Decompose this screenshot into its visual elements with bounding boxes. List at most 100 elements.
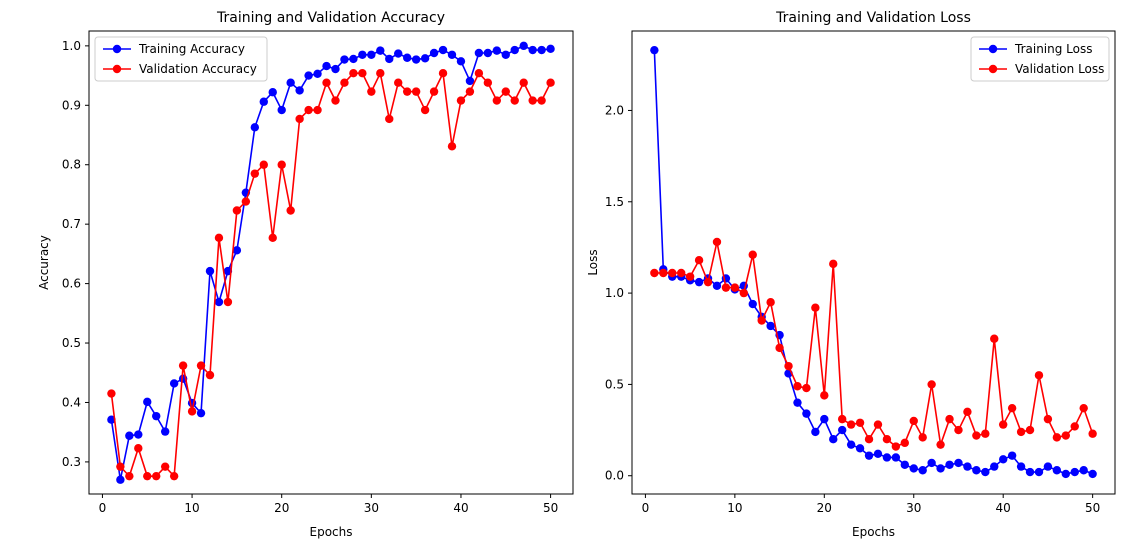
- y-tick-label: 0.5: [605, 377, 624, 391]
- data-point: [855, 418, 865, 427]
- legend-item: Validation Accuracy: [103, 62, 257, 76]
- data-point: [358, 50, 367, 59]
- data-point: [259, 160, 268, 169]
- data-point: [205, 370, 215, 380]
- data-point: [766, 298, 775, 307]
- data-point: [936, 464, 945, 473]
- data-point: [528, 45, 537, 55]
- data-point: [160, 462, 170, 471]
- data-point: [981, 429, 990, 438]
- y-tick-label: 0.3: [62, 455, 81, 469]
- x-tick-label: 10: [184, 501, 199, 515]
- data-point: [304, 71, 313, 80]
- legend-label: Validation Accuracy: [139, 62, 257, 76]
- x-tick-label: 0: [99, 501, 107, 515]
- data-point: [501, 50, 510, 59]
- data-point: [367, 87, 376, 96]
- data-point: [963, 407, 972, 417]
- data-point: [1070, 467, 1079, 477]
- legend-item: Validation Loss: [979, 62, 1104, 76]
- data-point: [954, 458, 963, 468]
- data-point: [694, 277, 704, 287]
- data-point: [668, 268, 677, 278]
- legend: Training Loss Validation Loss: [970, 36, 1110, 82]
- y-tick-label: 0.4: [62, 395, 81, 409]
- data-point: [510, 45, 519, 55]
- data-point: [1007, 451, 1017, 460]
- data-point: [250, 123, 260, 132]
- data-point: [402, 53, 412, 62]
- x-tick-label: 20: [817, 501, 832, 515]
- data-point: [546, 44, 555, 54]
- data-point: [954, 425, 963, 435]
- data-point: [277, 105, 286, 115]
- data-point: [474, 68, 484, 78]
- data-point: [1070, 422, 1079, 431]
- data-point: [998, 420, 1008, 429]
- data-point: [304, 105, 313, 115]
- data-point: [394, 78, 403, 87]
- data-point: [685, 272, 695, 281]
- data-point: [1052, 466, 1062, 475]
- data-point: [990, 462, 999, 471]
- data-point: [169, 379, 179, 388]
- data-point: [694, 256, 704, 265]
- data-point: [659, 268, 668, 278]
- data-point: [909, 416, 918, 426]
- data-point: [855, 444, 865, 453]
- data-point: [972, 431, 981, 440]
- data-point: [900, 438, 910, 448]
- data-point: [187, 407, 197, 416]
- data-point: [945, 414, 954, 424]
- data-point: [286, 78, 295, 87]
- legend-marker: [112, 44, 122, 54]
- data-point: [465, 87, 475, 96]
- data-point: [802, 409, 811, 418]
- data-point: [882, 435, 892, 444]
- data-point: [143, 397, 152, 407]
- data-point: [420, 105, 430, 115]
- x-axis-label: Epochs: [310, 525, 353, 539]
- data-point: [739, 288, 749, 298]
- series-training-loss: [650, 45, 1097, 479]
- data-point: [766, 321, 775, 331]
- data-point: [322, 78, 331, 87]
- data-point: [1016, 462, 1026, 471]
- data-point: [1079, 403, 1088, 413]
- data-point: [1061, 469, 1071, 479]
- data-point: [483, 78, 493, 87]
- data-point: [116, 475, 125, 484]
- data-point: [1016, 427, 1026, 437]
- series-validation-loss: [650, 237, 1097, 451]
- data-point: [730, 283, 740, 292]
- data-point: [829, 259, 838, 269]
- legend-item: Training Accuracy: [103, 42, 245, 56]
- data-point: [945, 460, 954, 469]
- data-point: [882, 453, 892, 462]
- legend-box: [970, 36, 1110, 82]
- data-point: [873, 420, 883, 429]
- data-point: [703, 277, 713, 287]
- legend-box: [94, 36, 268, 82]
- data-point: [196, 408, 206, 418]
- data-point: [483, 48, 493, 58]
- data-point: [268, 88, 277, 97]
- data-point: [116, 462, 125, 471]
- x-tick-label: 10: [727, 501, 742, 515]
- chart-2: Training and Validation Loss 0 10 20 30 40 50 0…: [586, 10, 1116, 539]
- data-point: [1034, 467, 1044, 477]
- data-point: [349, 68, 358, 78]
- data-point: [376, 68, 385, 78]
- data-point: [178, 361, 188, 370]
- data-point: [107, 415, 116, 424]
- data-point: [837, 425, 847, 435]
- data-point: [775, 343, 784, 353]
- chart-title: Training and Validation Loss: [775, 10, 971, 26]
- data-point: [134, 430, 143, 439]
- y-tick-label: 1.5: [605, 195, 624, 209]
- data-point: [205, 266, 215, 276]
- y-tick-label: 1.0: [62, 39, 81, 53]
- data-point: [340, 55, 349, 64]
- y-tick-label: 1.0: [605, 286, 624, 300]
- data-point: [214, 233, 224, 243]
